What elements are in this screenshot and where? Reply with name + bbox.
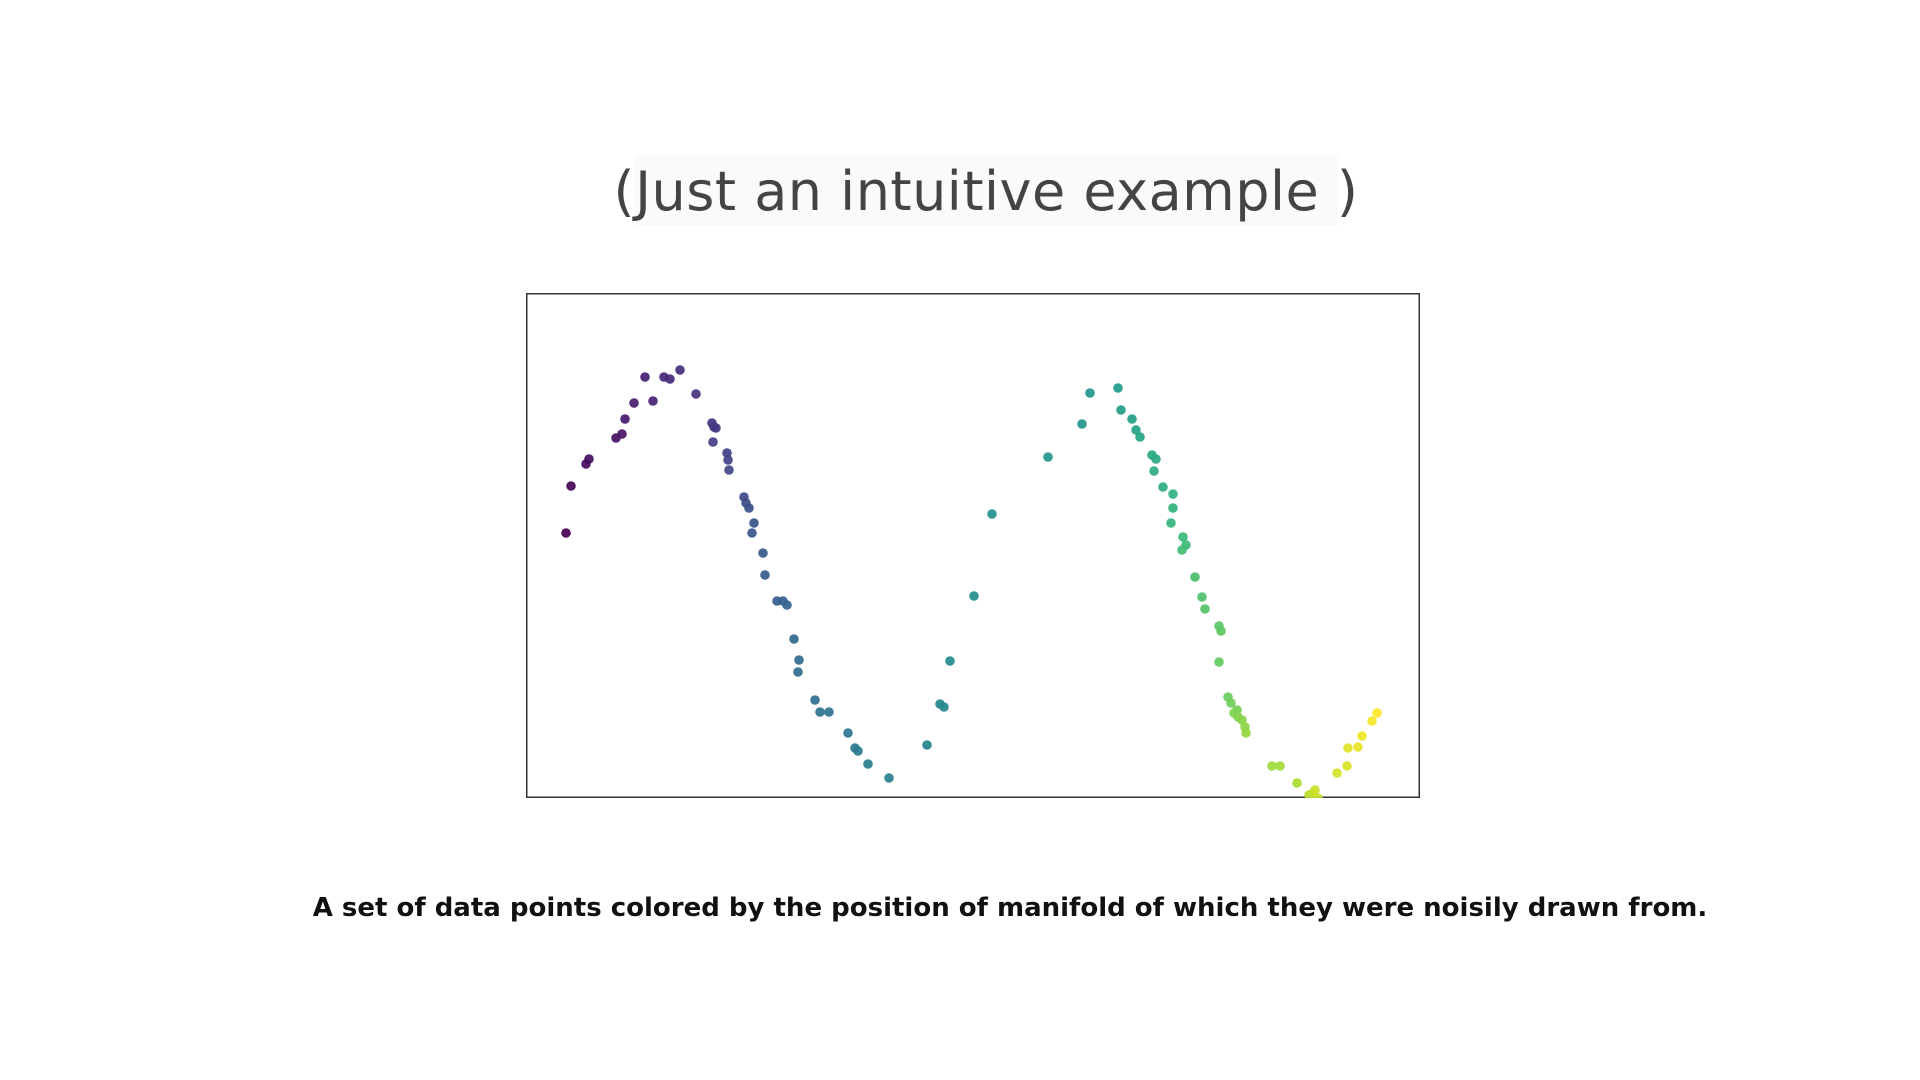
data-point xyxy=(1367,716,1377,726)
data-point xyxy=(1216,626,1226,636)
data-point xyxy=(863,759,873,769)
data-point xyxy=(1116,405,1126,415)
data-point xyxy=(794,655,804,665)
data-point xyxy=(665,374,675,384)
data-point xyxy=(1357,731,1367,741)
data-point xyxy=(723,455,733,465)
data-point xyxy=(648,396,658,406)
data-point xyxy=(1166,518,1176,528)
data-point xyxy=(675,365,685,375)
data-point xyxy=(945,656,955,666)
data-point xyxy=(1085,388,1095,398)
data-point xyxy=(760,570,770,580)
data-point xyxy=(853,746,863,756)
data-point xyxy=(1241,728,1251,738)
data-point xyxy=(1135,432,1145,442)
data-point xyxy=(843,728,853,738)
data-point xyxy=(1127,414,1137,424)
data-point xyxy=(747,528,757,538)
data-point xyxy=(1077,419,1087,429)
plot-area-border xyxy=(526,293,1420,798)
slide-caption: A set of data points colored by the posi… xyxy=(312,893,1708,923)
data-point xyxy=(640,372,650,382)
scatter-plot-svg xyxy=(526,293,1420,798)
data-point xyxy=(987,509,997,519)
data-point xyxy=(711,423,721,433)
data-point xyxy=(1292,778,1302,788)
data-point xyxy=(708,437,718,447)
data-point xyxy=(1043,452,1053,462)
data-point xyxy=(793,667,803,677)
data-point xyxy=(939,702,949,712)
data-point xyxy=(969,591,979,601)
data-point xyxy=(1178,532,1188,542)
data-point xyxy=(1131,425,1141,435)
data-point xyxy=(1343,743,1353,753)
data-point xyxy=(1113,383,1123,393)
data-point xyxy=(617,429,627,439)
data-point xyxy=(749,518,759,528)
data-point xyxy=(1214,657,1224,667)
slide-title: (Just an intuitive example ) xyxy=(613,159,1359,223)
data-point xyxy=(1267,761,1277,771)
data-point xyxy=(922,740,932,750)
data-point xyxy=(810,695,820,705)
data-point xyxy=(1310,785,1320,795)
data-point xyxy=(744,503,754,513)
data-point xyxy=(1353,742,1363,752)
data-point xyxy=(620,414,630,424)
scatter-plot xyxy=(526,293,1420,798)
data-points-layer xyxy=(561,365,1382,798)
data-point xyxy=(1149,466,1159,476)
data-point xyxy=(1372,708,1382,718)
data-point xyxy=(584,454,594,464)
data-point xyxy=(1168,503,1178,513)
data-point xyxy=(691,389,701,399)
data-point xyxy=(815,707,825,717)
data-point xyxy=(758,548,768,558)
data-point xyxy=(1197,592,1207,602)
data-point xyxy=(566,481,576,491)
data-point xyxy=(1275,761,1285,771)
data-point xyxy=(782,600,792,610)
data-point xyxy=(1168,489,1178,499)
data-point xyxy=(1342,761,1352,771)
data-point xyxy=(1332,768,1342,778)
data-point xyxy=(1151,454,1161,464)
data-point xyxy=(789,634,799,644)
data-point xyxy=(1158,482,1168,492)
data-point xyxy=(724,465,734,475)
data-point xyxy=(1200,604,1210,614)
data-point xyxy=(824,707,834,717)
data-point xyxy=(561,528,571,538)
data-point xyxy=(884,773,894,783)
data-point xyxy=(722,448,732,458)
data-point xyxy=(629,398,639,408)
data-point xyxy=(1226,698,1236,708)
title-box: (Just an intuitive example ) xyxy=(614,156,1358,226)
data-point xyxy=(1190,572,1200,582)
data-point xyxy=(1177,545,1187,555)
